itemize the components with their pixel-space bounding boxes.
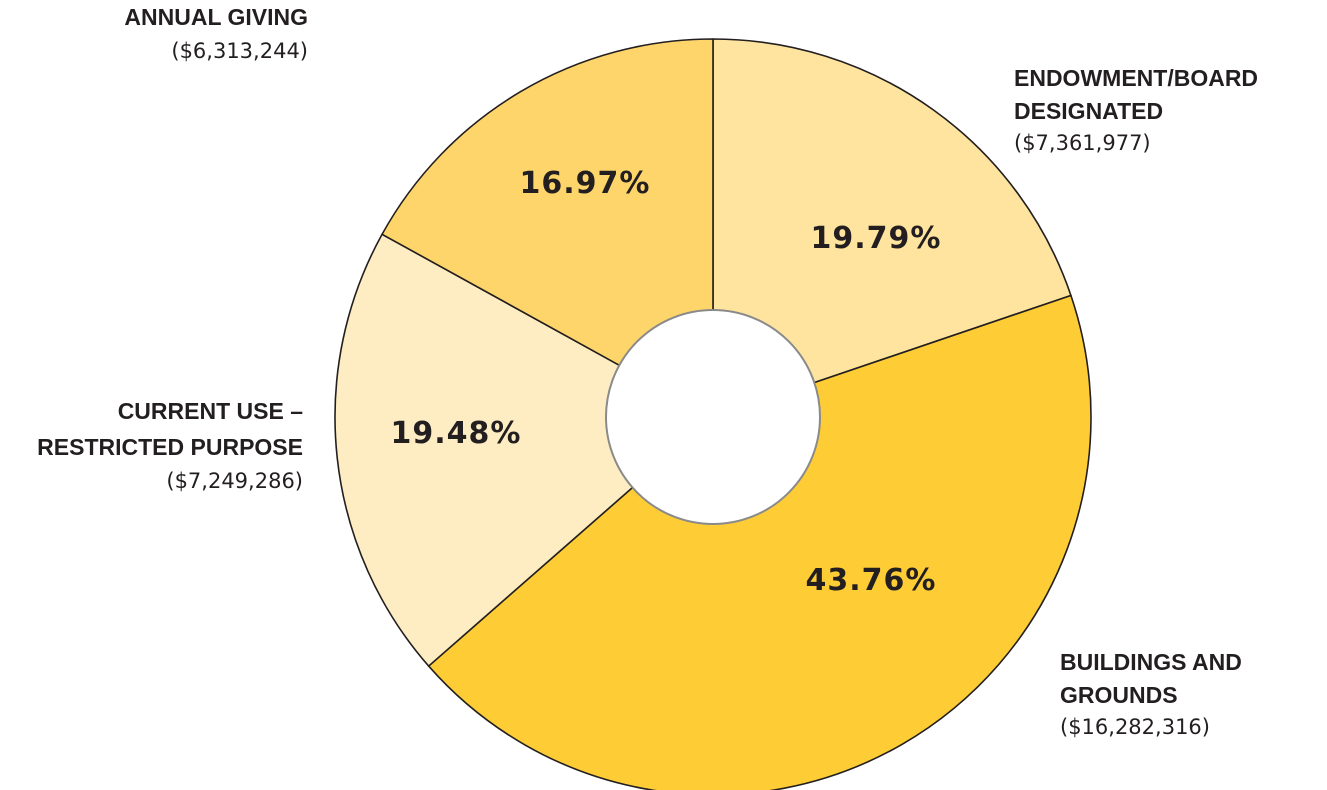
percent-label-current-use: 19.48% — [391, 416, 522, 451]
amount-label: ($7,249,286) — [166, 469, 303, 493]
category-label: ENDOWMENT/BOARD — [1014, 65, 1258, 91]
chart-slices — [334, 38, 1092, 790]
percent-label-endowment: 19.79% — [811, 221, 942, 256]
chart-center-hole — [605, 309, 821, 525]
amount-label: ($16,282,316) — [1060, 715, 1210, 739]
percent-label-buildings: 43.76% — [806, 563, 937, 598]
category-label: BUILDINGS AND — [1060, 649, 1242, 675]
category-label: RESTRICTED PURPOSE — [37, 434, 303, 460]
slice-endowment — [712, 38, 1072, 418]
slice-buildings — [427, 294, 1092, 790]
legend-label-endowment: ENDOWMENT/BOARD DESIGNATED ($7,361,977) — [1014, 65, 1258, 155]
amount-label: ($6,313,244) — [171, 39, 308, 63]
percent-label-annual-giving: 16.97% — [520, 166, 651, 201]
category-label: GROUNDS — [1060, 682, 1178, 708]
category-label: DESIGNATED — [1014, 98, 1163, 124]
slice-current-use — [334, 233, 714, 667]
legend-label-current-use: CURRENT USE – RESTRICTED PURPOSE ($7,249… — [37, 398, 303, 493]
slice-annual-giving — [381, 38, 714, 418]
legend-label-annual-giving: ANNUAL GIVING ($6,313,244) — [124, 4, 308, 63]
category-label: CURRENT USE – — [118, 398, 304, 424]
amount-label: ($7,361,977) — [1014, 131, 1151, 155]
category-label: ANNUAL GIVING — [124, 4, 308, 30]
legend-label-buildings: BUILDINGS AND GROUNDS ($16,282,316) — [1060, 649, 1242, 739]
